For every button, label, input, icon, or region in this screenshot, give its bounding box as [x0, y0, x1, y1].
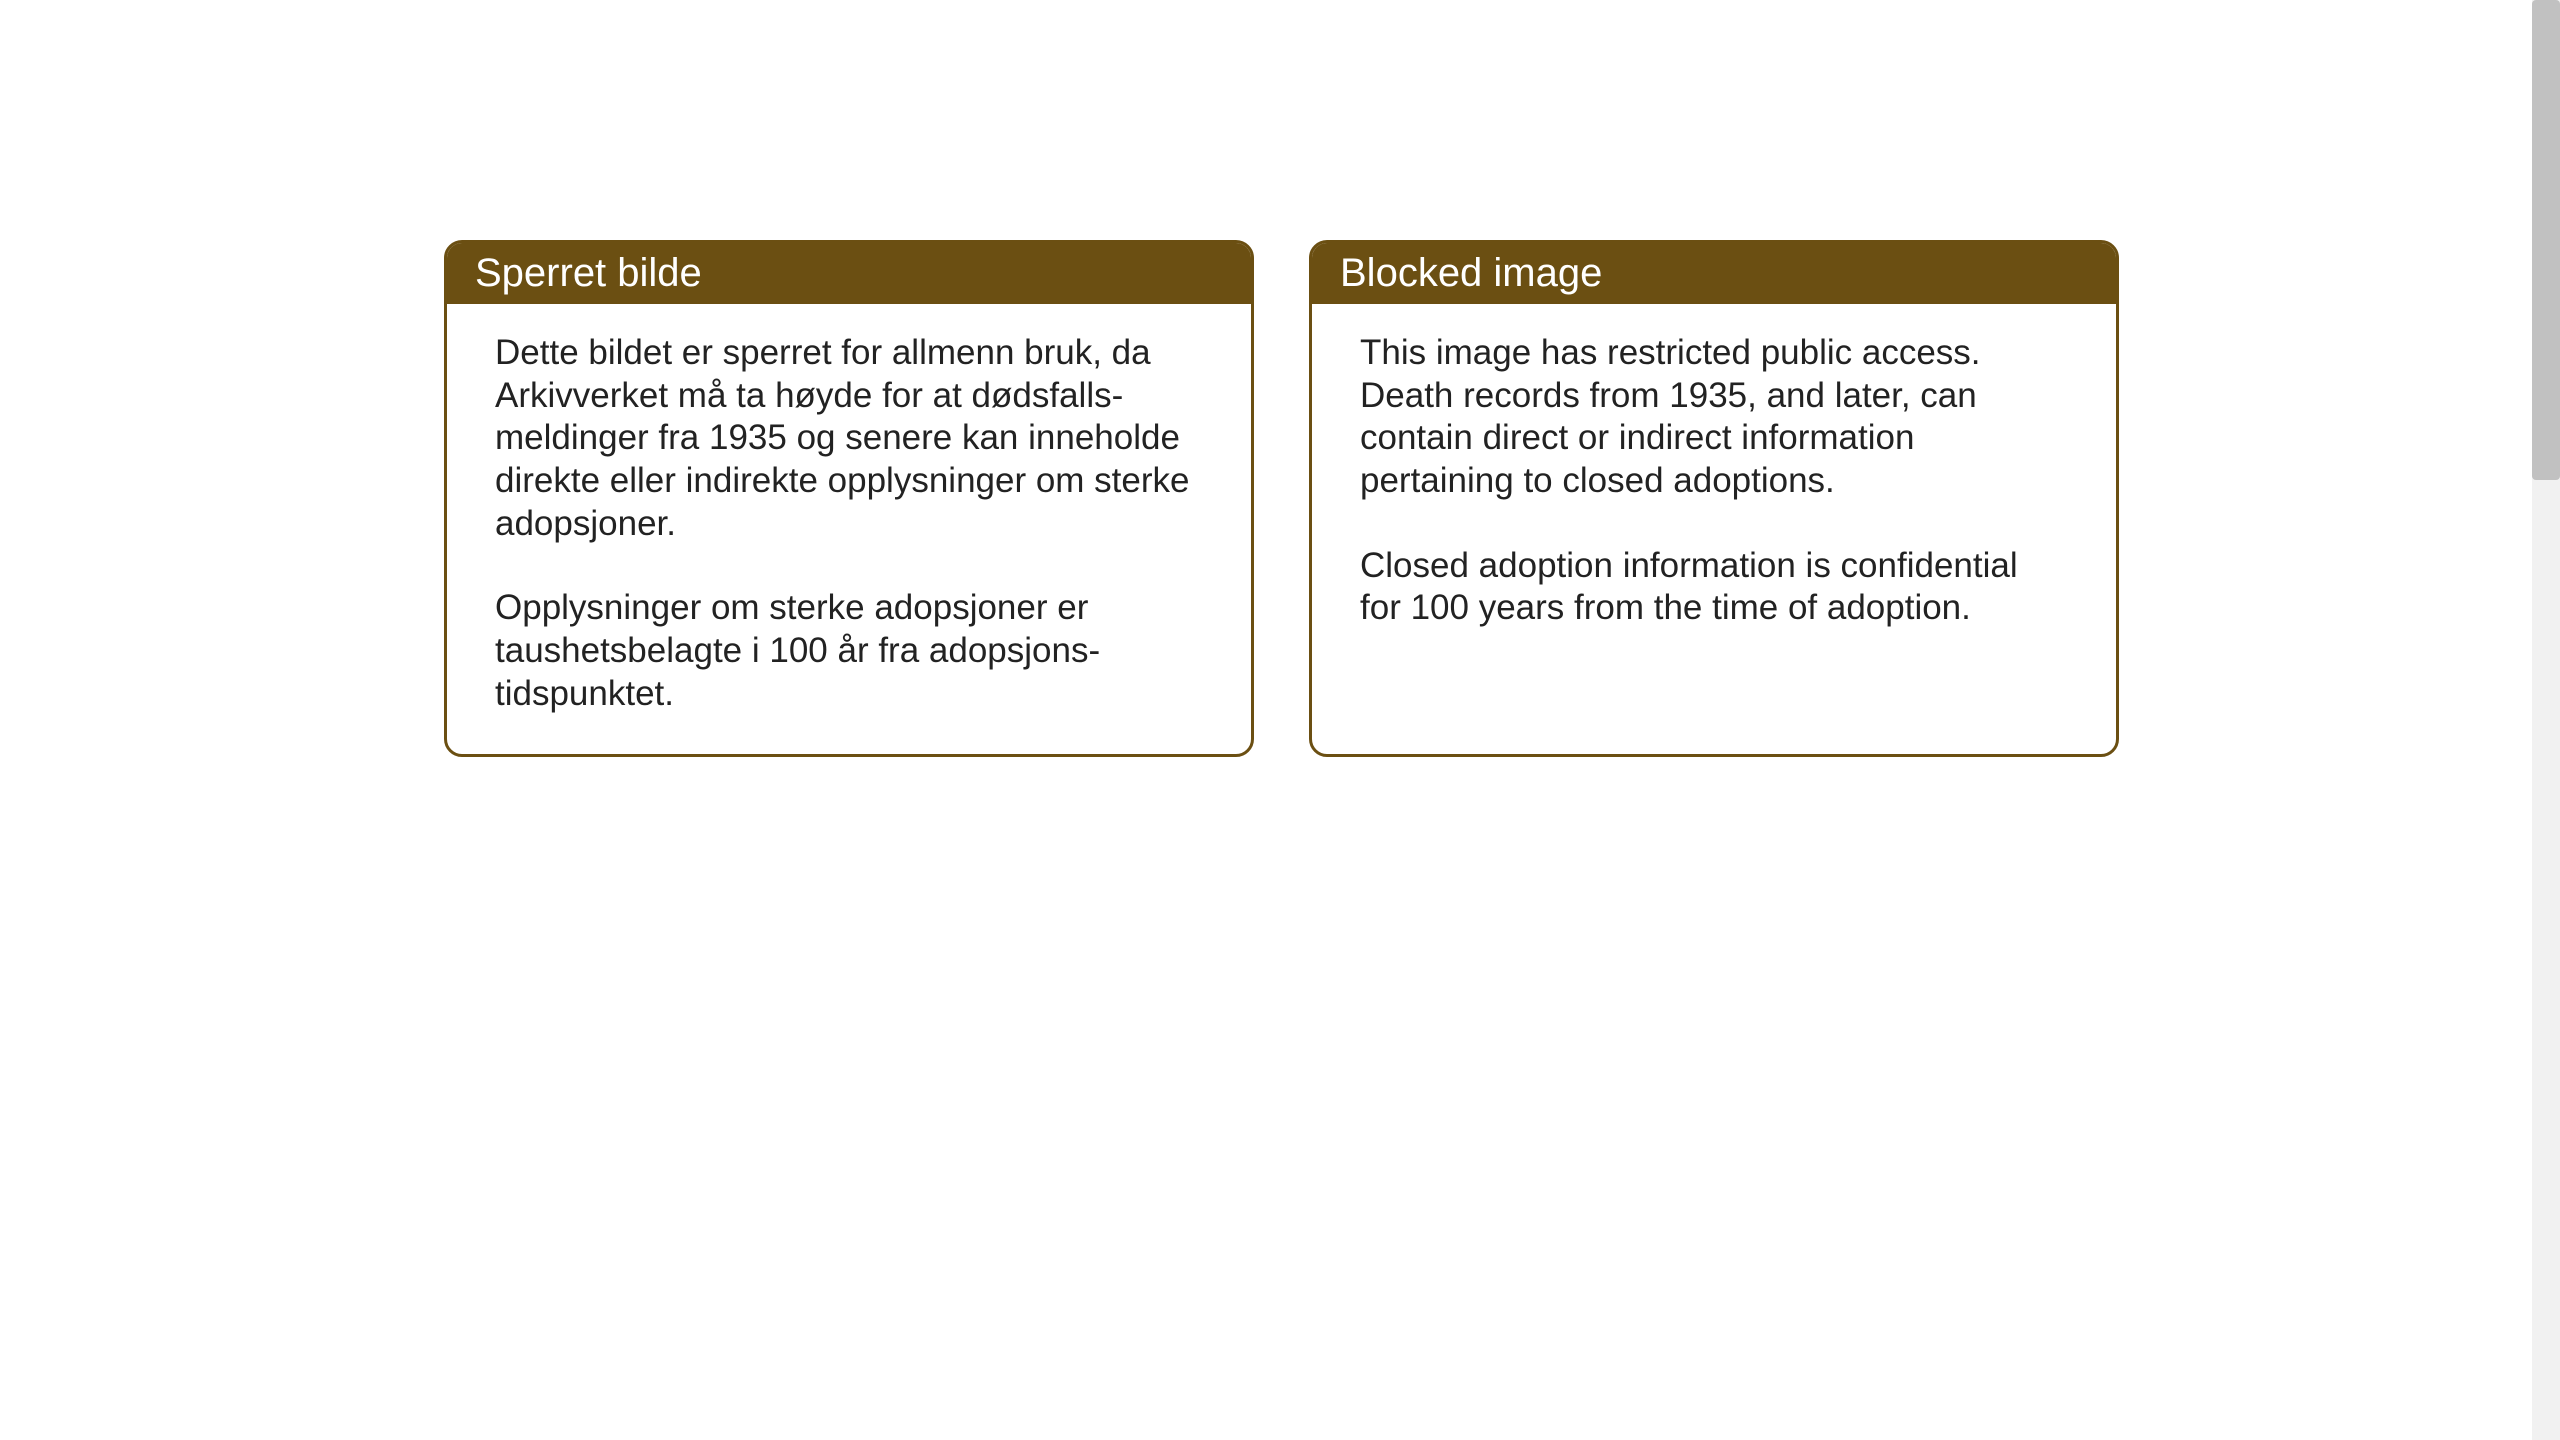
notice-body-english: This image has restricted public access.…	[1312, 304, 2116, 742]
notice-paragraph-2-norwegian: Opplysninger om sterke adopsjoner er tau…	[495, 587, 1203, 715]
notice-paragraph-2-english: Closed adoption information is confident…	[1360, 545, 2068, 630]
notice-paragraph-1-english: This image has restricted public access.…	[1360, 332, 2068, 503]
notice-box-norwegian: Sperret bilde Dette bildet er sperret fo…	[444, 240, 1254, 757]
scrollbar-track[interactable]	[2532, 0, 2560, 1440]
notice-paragraph-1-norwegian: Dette bildet er sperret for allmenn bruk…	[495, 332, 1203, 545]
notice-box-english: Blocked image This image has restricted …	[1309, 240, 2119, 757]
notice-title-english: Blocked image	[1340, 251, 1602, 295]
notice-body-norwegian: Dette bildet er sperret for allmenn bruk…	[447, 304, 1251, 754]
scrollbar-thumb[interactable]	[2532, 0, 2560, 480]
notice-title-norwegian: Sperret bilde	[475, 251, 702, 295]
notice-container: Sperret bilde Dette bildet er sperret fo…	[444, 240, 2119, 757]
notice-header-english: Blocked image	[1312, 243, 2116, 304]
notice-header-norwegian: Sperret bilde	[447, 243, 1251, 304]
